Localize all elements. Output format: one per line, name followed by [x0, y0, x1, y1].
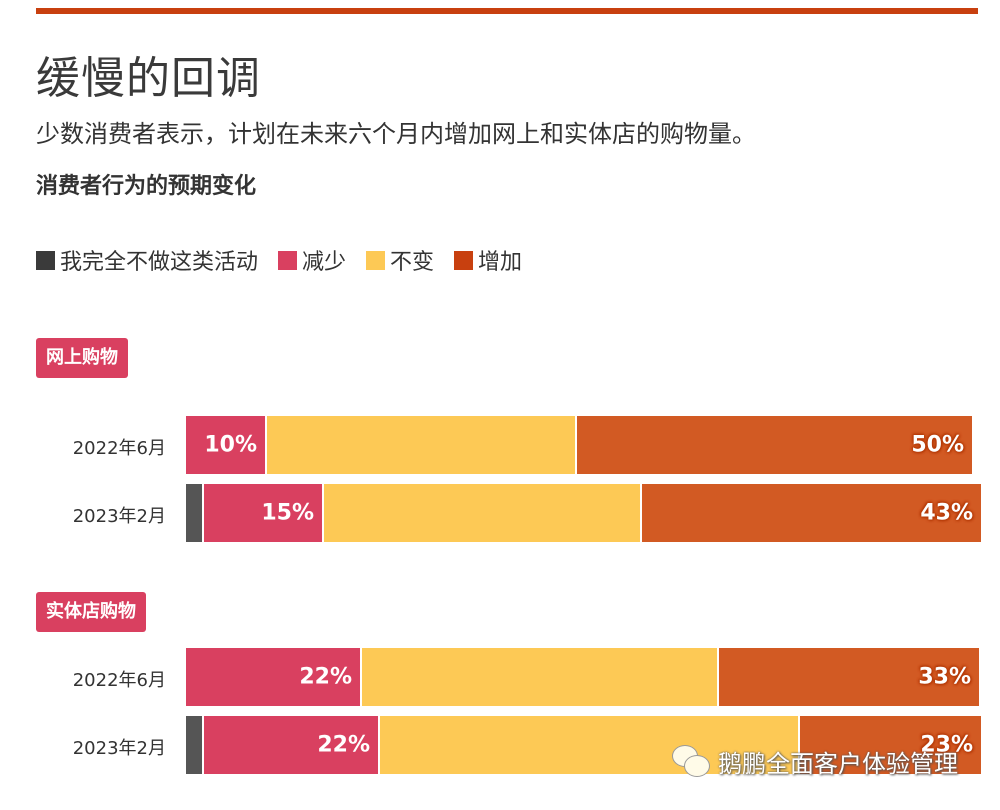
bar-segment-decrease: 22%	[186, 648, 360, 706]
page-subtitle: 少数消费者表示，计划在未来六个月内增加网上和实体店的购物量。	[36, 120, 756, 148]
row-label: 2023年2月	[72, 506, 166, 527]
section-badge-online: 网上购物	[36, 338, 128, 378]
bar-segment-increase: 43%	[642, 484, 981, 542]
bar-segment-same	[324, 484, 640, 542]
watermark-text: 鹅鹏全面客户体验管理	[718, 750, 958, 778]
page-title: 缓慢的回调	[36, 53, 261, 104]
bar-segment-same	[267, 416, 575, 474]
legend-swatch-increase	[454, 250, 474, 270]
bar-store-2023-02: 22% 23%	[186, 716, 981, 774]
chart-title: 消费者行为的预期变化	[36, 174, 257, 199]
segment-value-label: 22%	[317, 732, 370, 758]
legend-item-decrease: 减少	[278, 244, 346, 276]
wechat-icon	[672, 744, 712, 779]
legend-item-none: 我完全不做这类活动	[36, 244, 258, 276]
bar-segment-none	[186, 716, 202, 774]
segment-value-label: 43%	[920, 500, 973, 526]
legend-swatch-same	[366, 250, 386, 270]
bar-store-2022-06: 22% 33%	[186, 648, 979, 706]
bar-segment-none	[186, 484, 202, 542]
bar-segment-same	[362, 648, 717, 706]
legend-item-same: 不变	[366, 244, 434, 276]
segment-value-label: 23%	[920, 732, 973, 758]
section-badge-store: 实体店购物	[36, 592, 146, 632]
row-label: 2022年6月	[72, 438, 166, 459]
bar-segment-decrease: 10%	[186, 416, 265, 474]
bar-segment-same	[380, 716, 798, 774]
legend-swatch-none	[36, 250, 55, 270]
segment-value-label: 33%	[918, 664, 971, 690]
segment-value-label: 22%	[299, 664, 352, 690]
bar-online-2023-02: 15% 43%	[186, 484, 981, 542]
bar-segment-increase: 33%	[719, 648, 979, 706]
bar-segment-increase: 50%	[577, 416, 972, 474]
chart-legend: 我完全不做这类活动 减少 不变 增加	[36, 244, 542, 276]
legend-label: 减少	[302, 250, 347, 275]
bar-segment-decrease: 15%	[204, 484, 322, 542]
segment-value-label: 10%	[204, 432, 257, 458]
bar-segment-decrease: 22%	[204, 716, 378, 774]
bar-online-2022-06: 10% 50%	[186, 416, 972, 474]
legend-swatch-decrease	[278, 250, 298, 270]
watermark: 鹅鹏全面客户体验管理	[672, 744, 958, 779]
segment-value-label: 50%	[911, 432, 964, 458]
row-label: 2023年2月	[72, 738, 166, 759]
top-accent-bar	[36, 8, 978, 14]
segment-value-label: 15%	[261, 500, 314, 526]
row-label: 2022年6月	[72, 670, 166, 691]
bar-segment-increase: 23%	[800, 716, 981, 774]
legend-label: 增加	[478, 250, 523, 275]
legend-item-increase: 增加	[454, 244, 522, 276]
legend-label: 我完全不做这类活动	[60, 250, 259, 275]
legend-label: 不变	[390, 250, 435, 275]
